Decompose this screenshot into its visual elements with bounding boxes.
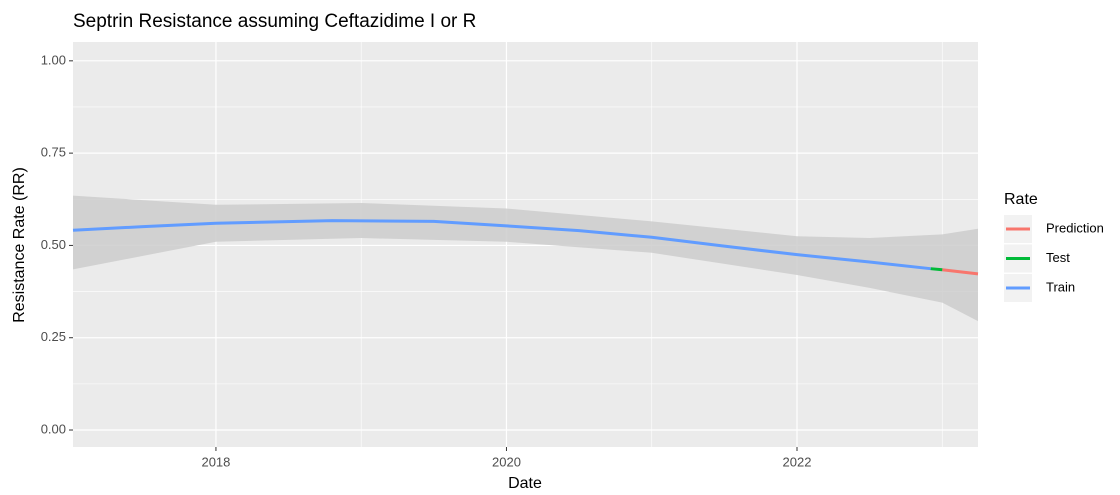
confidence-band [73,195,978,322]
x-tick-label: 2022 [783,454,812,469]
chart-title: Septrin Resistance assuming Ceftazidime … [73,11,476,32]
x-tick-label: 2018 [201,454,230,469]
legend-label: Train [1046,279,1075,294]
line [930,267,943,272]
line [72,219,931,271]
x-axis-label: Date [508,475,542,492]
x-tick-label: 2020 [492,454,521,469]
y-tick-label: 1.00 [41,52,66,67]
y-tick-label: 0.75 [41,145,66,160]
y-tick-label: 0.50 [41,237,66,252]
legend-label: Test [1046,250,1070,265]
legend-title: Rate [1004,191,1038,208]
y-axis-label: Resistance Rate (RR) [11,167,28,323]
y-tick-label: 0.25 [41,329,66,344]
line [942,268,979,276]
y-tick-label: 0.00 [41,421,66,436]
legend-label: Prediction [1046,220,1104,235]
